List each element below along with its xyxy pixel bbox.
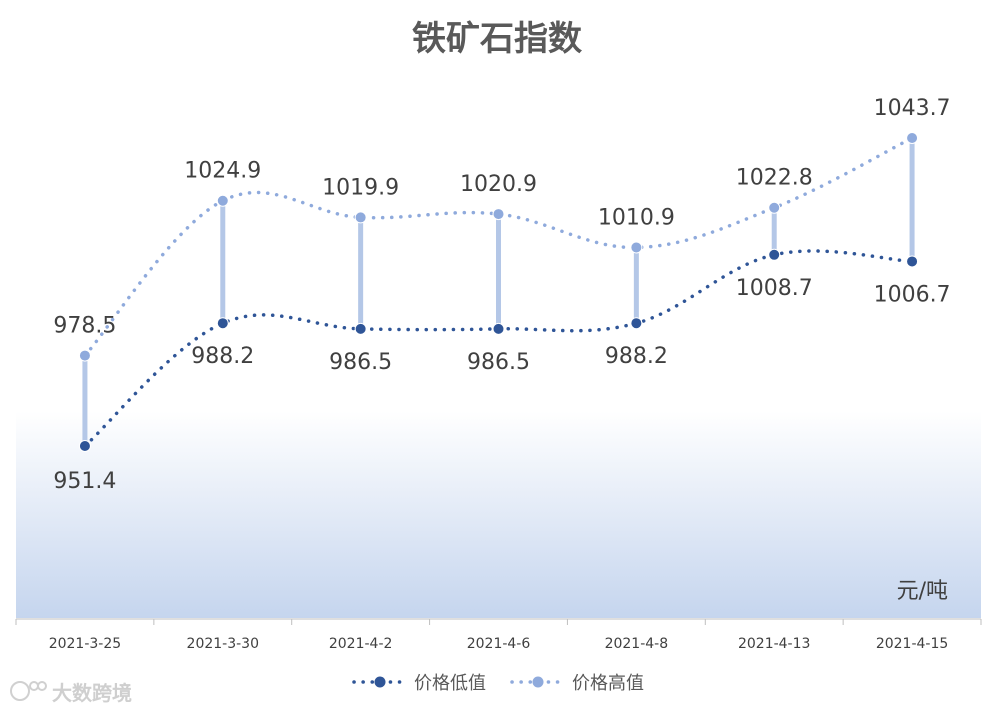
legend-marker xyxy=(532,676,544,688)
legend-label: 价格高值 xyxy=(572,673,644,694)
data-label-high: 1022.8 xyxy=(736,166,813,191)
x-tick-label: 2021-4-15 xyxy=(876,636,948,652)
x-tick-label: 2021-3-30 xyxy=(187,636,259,652)
x-tick-label: 2021-4-13 xyxy=(738,636,810,652)
point-low xyxy=(216,317,229,330)
legend-label: 价格低值 xyxy=(414,673,486,694)
data-label-low: 951.4 xyxy=(53,469,116,494)
data-label-low: 986.5 xyxy=(467,350,530,375)
point-high xyxy=(492,208,505,221)
legend-item-high: 价格高值 xyxy=(510,673,644,694)
data-label-high: 978.5 xyxy=(53,314,116,339)
data-label-high: 1020.9 xyxy=(460,172,537,197)
x-tick-label: 2021-3-25 xyxy=(49,636,121,652)
data-label-high: 1024.9 xyxy=(184,159,261,184)
watermark-text: 大数跨境 xyxy=(52,681,132,705)
data-label-low: 1008.7 xyxy=(736,276,813,301)
x-axis: 2021-3-25 2021-3-30 2021-4-2 2021-4-6 2021-4… xyxy=(15,618,982,652)
x-tick-label: 2021-4-6 xyxy=(467,636,531,652)
data-label-low: 988.2 xyxy=(191,344,254,369)
watermark: 大数跨境 xyxy=(10,681,132,705)
point-low xyxy=(630,317,643,330)
data-label-high: 1010.9 xyxy=(598,205,675,230)
point-low xyxy=(768,248,781,261)
unit-label: 元/吨 xyxy=(897,579,948,604)
point-high xyxy=(906,132,919,144)
data-label-low: 988.2 xyxy=(605,344,668,369)
point-low xyxy=(492,322,505,335)
point-high xyxy=(768,201,781,214)
legend-marker xyxy=(374,676,386,688)
data-label-low: 986.5 xyxy=(329,350,392,375)
point-low xyxy=(78,440,91,452)
data-labels: 978.5 951.4 1024.9 988.2 1019.9 986.5 1020.9 98… xyxy=(53,96,950,494)
point-low xyxy=(906,255,919,268)
x-tick-label: 2021-4-8 xyxy=(605,636,669,652)
plot-background xyxy=(16,300,981,618)
legend-item-low: 价格低值 xyxy=(352,673,486,694)
series-points xyxy=(78,132,919,452)
high-low-lines xyxy=(82,138,915,446)
watermark-logo-icon xyxy=(10,681,47,701)
data-label-high: 1019.9 xyxy=(322,175,399,200)
data-label-high: 1043.7 xyxy=(874,96,951,121)
data-label-low: 1006.7 xyxy=(874,282,951,307)
point-high xyxy=(216,194,229,207)
point-high xyxy=(354,211,367,224)
x-tick-label: 2021-4-2 xyxy=(329,636,393,652)
point-high xyxy=(630,241,643,254)
point-low xyxy=(354,322,367,335)
chart-title: 铁矿石指数 xyxy=(412,19,582,59)
legend: 价格低值 价格高值 xyxy=(352,673,644,694)
series-line-high xyxy=(83,136,914,358)
point-high xyxy=(78,349,91,362)
